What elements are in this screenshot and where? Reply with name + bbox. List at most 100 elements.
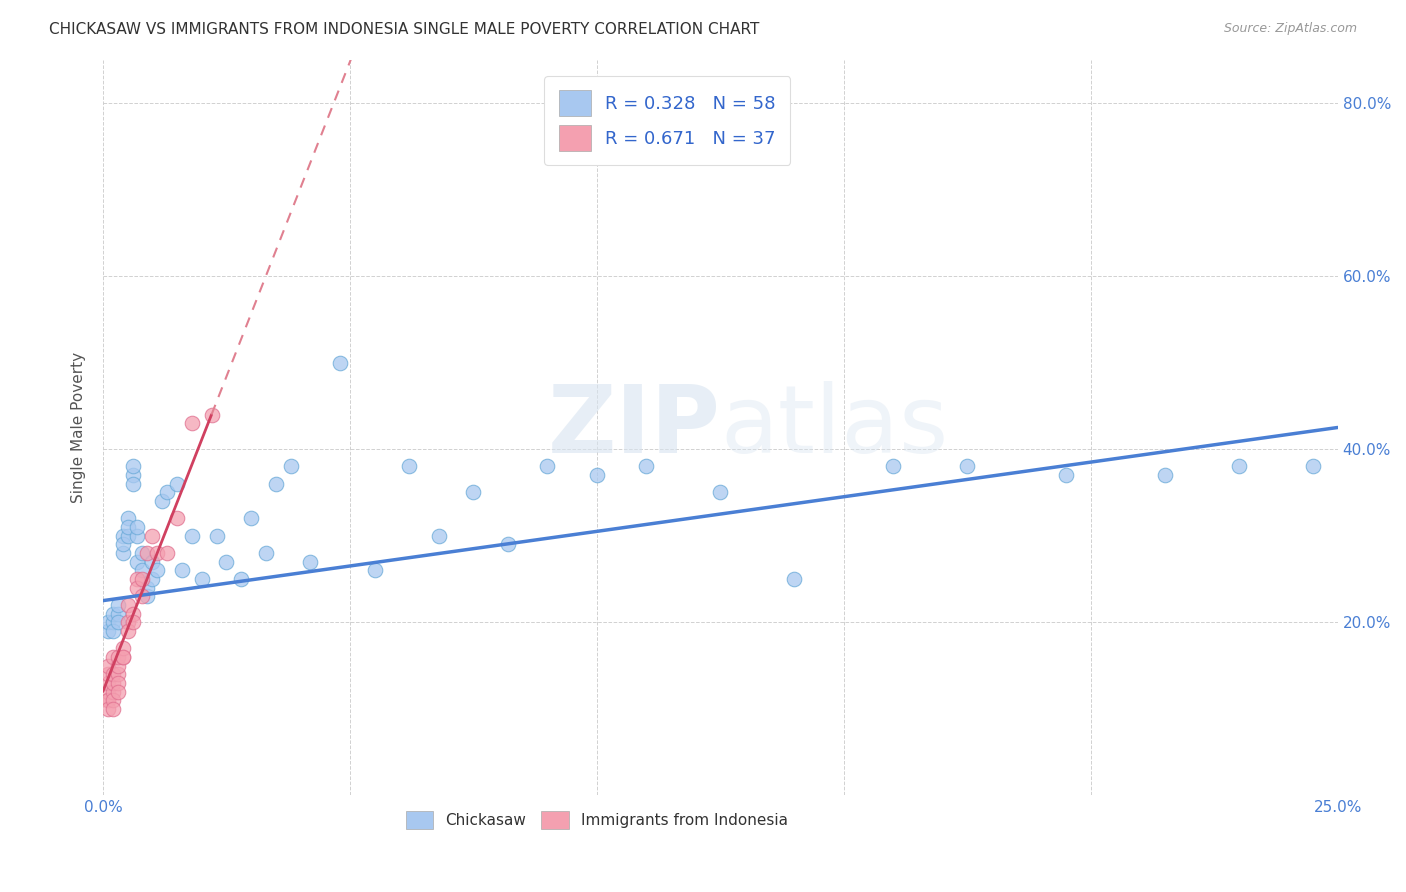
Point: [127, 520, 149, 534]
Point: [131, 563, 153, 577]
Point: [107, 598, 129, 612]
Point: [117, 624, 139, 638]
Point: [117, 615, 139, 630]
Text: CHICKASAW VS IMMIGRANTS FROM INDONESIA SINGLE MALE POVERTY CORRELATION CHART: CHICKASAW VS IMMIGRANTS FROM INDONESIA S…: [49, 22, 759, 37]
Point: [97, 693, 120, 707]
Point: [146, 546, 169, 560]
Point: [1153, 468, 1175, 483]
Point: [111, 537, 134, 551]
Point: [117, 520, 139, 534]
Point: [117, 511, 139, 525]
Text: Source: ZipAtlas.com: Source: ZipAtlas.com: [1223, 22, 1357, 36]
Point: [101, 607, 124, 621]
Point: [97, 658, 120, 673]
Point: [141, 555, 163, 569]
Point: [1054, 468, 1077, 483]
Point: [97, 702, 120, 716]
Point: [156, 546, 179, 560]
Point: [1302, 459, 1324, 474]
Point: [585, 468, 607, 483]
Point: [127, 581, 149, 595]
Point: [536, 459, 558, 474]
Legend: Chickasaw, Immigrants from Indonesia: Chickasaw, Immigrants from Indonesia: [399, 805, 794, 836]
Point: [107, 607, 129, 621]
Point: [131, 589, 153, 603]
Point: [111, 649, 134, 664]
Point: [254, 546, 277, 560]
Point: [463, 485, 485, 500]
Point: [97, 667, 120, 681]
Point: [166, 476, 188, 491]
Point: [97, 624, 120, 638]
Point: [150, 494, 173, 508]
Point: [101, 676, 124, 690]
Point: [101, 702, 124, 716]
Point: [127, 555, 149, 569]
Point: [146, 563, 169, 577]
Point: [121, 468, 143, 483]
Point: [107, 649, 129, 664]
Point: [156, 485, 179, 500]
Point: [180, 416, 202, 430]
Point: [427, 529, 450, 543]
Point: [97, 693, 120, 707]
Point: [97, 615, 120, 630]
Point: [97, 676, 120, 690]
Point: [107, 615, 129, 630]
Point: [1227, 459, 1250, 474]
Point: [329, 355, 352, 369]
Point: [141, 572, 163, 586]
Point: [363, 563, 385, 577]
Point: [121, 459, 143, 474]
Point: [264, 476, 287, 491]
Point: [107, 667, 129, 681]
Point: [299, 555, 322, 569]
Point: [111, 641, 134, 656]
Point: [107, 684, 129, 698]
Point: [136, 546, 159, 560]
Point: [136, 581, 159, 595]
Y-axis label: Single Male Poverty: Single Male Poverty: [72, 352, 86, 503]
Point: [882, 459, 904, 474]
Point: [111, 529, 134, 543]
Point: [783, 572, 806, 586]
Point: [121, 607, 143, 621]
Point: [496, 537, 519, 551]
Text: atlas: atlas: [720, 382, 949, 474]
Point: [97, 684, 120, 698]
Point: [127, 529, 149, 543]
Point: [111, 649, 134, 664]
Point: [231, 572, 253, 586]
Point: [141, 529, 163, 543]
Point: [101, 624, 124, 638]
Point: [107, 676, 129, 690]
Point: [117, 529, 139, 543]
Point: [117, 598, 139, 612]
Point: [111, 546, 134, 560]
Point: [280, 459, 302, 474]
Text: ZIP: ZIP: [547, 382, 720, 474]
Point: [121, 615, 143, 630]
Point: [101, 684, 124, 698]
Point: [101, 693, 124, 707]
Point: [131, 546, 153, 560]
Point: [136, 589, 159, 603]
Point: [131, 572, 153, 586]
Point: [956, 459, 979, 474]
Point: [127, 572, 149, 586]
Point: [180, 529, 202, 543]
Point: [101, 615, 124, 630]
Point: [215, 555, 238, 569]
Point: [200, 408, 222, 422]
Point: [170, 563, 193, 577]
Point: [166, 511, 188, 525]
Point: [709, 485, 731, 500]
Point: [121, 476, 143, 491]
Point: [636, 459, 658, 474]
Point: [240, 511, 263, 525]
Point: [101, 649, 124, 664]
Point: [101, 667, 124, 681]
Point: [107, 658, 129, 673]
Point: [398, 459, 420, 474]
Point: [190, 572, 212, 586]
